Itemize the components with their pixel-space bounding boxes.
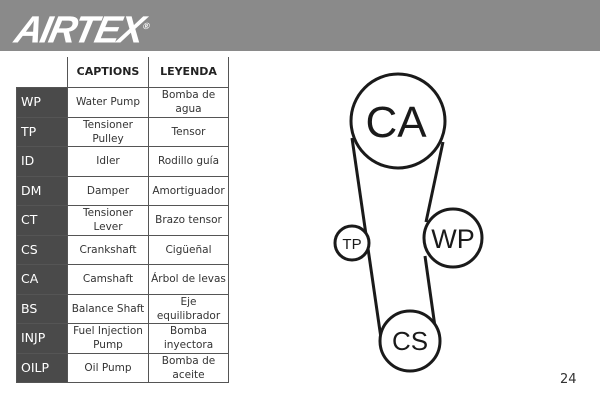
- table-header-row: CAPTIONS LEYENDA: [16, 57, 229, 88]
- pulley-wp: [422, 207, 484, 269]
- caption-cell: Tensioner Pulley: [67, 116, 149, 147]
- pulley-ca: [349, 72, 447, 170]
- table-row: DM Damper Amortiguador: [16, 175, 229, 206]
- belt-right-span-upper: [424, 141, 445, 223]
- table-row: INJP Fuel Injection Pump Bomba inyectora: [16, 323, 229, 354]
- caption-cell: Crankshaft: [67, 234, 149, 265]
- caption-cell: Fuel Injection Pump: [67, 323, 149, 354]
- abbr-cell: OILP: [16, 352, 68, 383]
- leyenda-cell: Bomba inyectora: [148, 323, 229, 354]
- caption-cell: Damper: [67, 175, 149, 206]
- table-row: TP Tensioner Pulley Tensor: [16, 116, 229, 147]
- pulley-cs: [378, 309, 442, 373]
- label-tp: TP: [342, 236, 361, 253]
- captions-table: CAPTIONS LEYENDA WP Water Pump Bomba de ag…: [16, 57, 229, 383]
- abbr-cell: TP: [16, 116, 68, 147]
- caption-cell: Balance Shaft: [67, 293, 149, 324]
- leyenda-cell: Amortiguador: [148, 175, 229, 206]
- caption-cell: Water Pump: [67, 87, 149, 118]
- caption-cell: Oil Pump: [67, 352, 149, 383]
- abbr-cell: BS: [16, 293, 68, 324]
- caption-cell: Tensioner Lever: [67, 205, 149, 236]
- table-row: CA Camshaft Árbol de levas: [16, 264, 229, 295]
- table-row: CT Tensioner Lever Brazo tensor: [16, 205, 229, 236]
- leyenda-cell: Bomba de agua: [148, 87, 229, 118]
- header-captions: CAPTIONS: [67, 57, 149, 88]
- leyenda-cell: Rodillo guía: [148, 146, 229, 177]
- label-cs: CS: [392, 326, 428, 356]
- table-row: OILP Oil Pump Bomba de aceite: [16, 352, 229, 383]
- header-bar: AIRTEX®: [0, 0, 600, 52]
- header-blank: [16, 57, 68, 88]
- table-row: BS Balance Shaft Eje equilibrador: [16, 293, 229, 324]
- abbr-cell: ID: [16, 146, 68, 177]
- label-ca: CA: [365, 98, 427, 147]
- abbr-cell: WP: [16, 87, 68, 118]
- label-wp: WP: [431, 224, 475, 254]
- pulley-tp: [333, 224, 371, 262]
- leyenda-cell: Tensor: [148, 116, 229, 147]
- table-row: WP Water Pump Bomba de agua: [16, 87, 229, 118]
- header-leyenda: LEYENDA: [148, 57, 229, 88]
- leyenda-cell: Bomba de aceite: [148, 352, 229, 383]
- table-row: ID Idler Rodillo guía: [16, 146, 229, 177]
- page-number: 24: [560, 372, 577, 387]
